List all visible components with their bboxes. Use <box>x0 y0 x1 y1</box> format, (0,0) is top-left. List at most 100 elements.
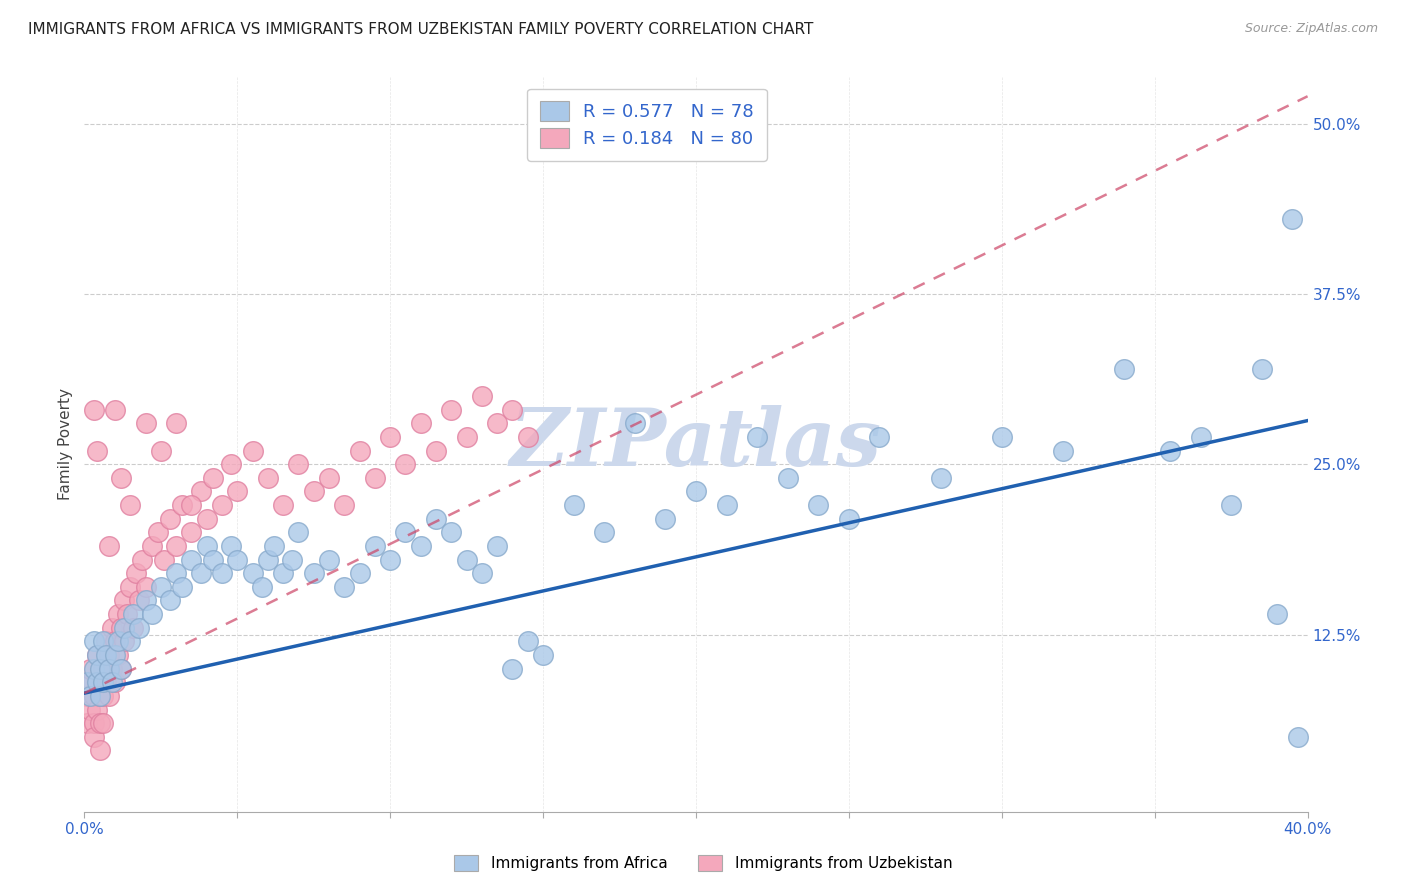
Point <box>94 634 117 648</box>
Point <box>172 498 194 512</box>
Point <box>101 621 124 635</box>
Point <box>122 607 145 621</box>
Point <box>190 566 212 581</box>
Point <box>456 552 478 566</box>
Point <box>593 525 616 540</box>
Point <box>562 498 585 512</box>
Point <box>180 498 202 512</box>
Point <box>226 484 249 499</box>
Point <box>79 689 101 703</box>
Text: ZIPatlas: ZIPatlas <box>510 405 882 483</box>
Point <box>135 580 157 594</box>
Legend: R = 0.577   N = 78, R = 0.184   N = 80: R = 0.577 N = 78, R = 0.184 N = 80 <box>527 88 766 161</box>
Point <box>271 498 294 512</box>
Point <box>716 498 738 512</box>
Point <box>929 471 952 485</box>
Point <box>101 675 124 690</box>
Legend: Immigrants from Africa, Immigrants from Uzbekistan: Immigrants from Africa, Immigrants from … <box>447 849 959 877</box>
Point <box>91 662 114 676</box>
Point <box>1114 361 1136 376</box>
Point <box>101 662 124 676</box>
Point <box>456 430 478 444</box>
Point <box>257 552 280 566</box>
Point <box>502 402 524 417</box>
Point <box>201 552 224 566</box>
Point <box>159 593 181 607</box>
Point <box>425 512 447 526</box>
Point <box>86 675 108 690</box>
Point <box>349 566 371 581</box>
Point <box>180 552 202 566</box>
Point <box>94 675 117 690</box>
Text: Source: ZipAtlas.com: Source: ZipAtlas.com <box>1244 22 1378 36</box>
Point <box>281 552 304 566</box>
Point <box>83 689 105 703</box>
Point <box>226 552 249 566</box>
Point <box>516 634 538 648</box>
Point <box>838 512 860 526</box>
Point <box>112 621 135 635</box>
Point <box>83 730 105 744</box>
Point <box>364 471 387 485</box>
Text: IMMIGRANTS FROM AFRICA VS IMMIGRANTS FROM UZBEKISTAN FAMILY POVERTY CORRELATION : IMMIGRANTS FROM AFRICA VS IMMIGRANTS FRO… <box>28 22 814 37</box>
Point <box>110 471 132 485</box>
Point <box>1281 211 1303 226</box>
Point <box>1159 443 1181 458</box>
Point <box>110 662 132 676</box>
Point <box>91 689 114 703</box>
Point <box>991 430 1014 444</box>
Point <box>97 648 120 662</box>
Point <box>97 662 120 676</box>
Point <box>128 593 150 607</box>
Point <box>471 389 494 403</box>
Point <box>94 648 117 662</box>
Point <box>86 648 108 662</box>
Point <box>165 417 187 431</box>
Point <box>110 662 132 676</box>
Point <box>104 634 127 648</box>
Point <box>486 417 509 431</box>
Point <box>776 471 799 485</box>
Point <box>131 552 153 566</box>
Point <box>409 539 432 553</box>
Point <box>149 443 172 458</box>
Point <box>180 525 202 540</box>
Point <box>394 525 416 540</box>
Point <box>364 539 387 553</box>
Point <box>165 539 187 553</box>
Point <box>516 430 538 444</box>
Point <box>89 743 111 757</box>
Point <box>125 566 148 581</box>
Point <box>120 580 142 594</box>
Point <box>624 417 647 431</box>
Point <box>380 430 402 444</box>
Point <box>91 675 114 690</box>
Point <box>79 662 101 676</box>
Point <box>112 634 135 648</box>
Point <box>1265 607 1288 621</box>
Point <box>333 580 356 594</box>
Point <box>502 662 524 676</box>
Point <box>149 580 172 594</box>
Y-axis label: Family Poverty: Family Poverty <box>58 388 73 500</box>
Point <box>120 634 142 648</box>
Point <box>122 621 145 635</box>
Point <box>333 498 356 512</box>
Point <box>79 675 101 690</box>
Point <box>112 593 135 607</box>
Point <box>165 566 187 581</box>
Point <box>195 512 218 526</box>
Point <box>747 430 769 444</box>
Point <box>1250 361 1272 376</box>
Point <box>257 471 280 485</box>
Point <box>107 648 129 662</box>
Point <box>242 566 264 581</box>
Point <box>190 484 212 499</box>
Point <box>302 566 325 581</box>
Point <box>219 457 242 471</box>
Point <box>219 539 242 553</box>
Point <box>211 498 233 512</box>
Point <box>83 402 105 417</box>
Point <box>440 402 463 417</box>
Point <box>349 443 371 458</box>
